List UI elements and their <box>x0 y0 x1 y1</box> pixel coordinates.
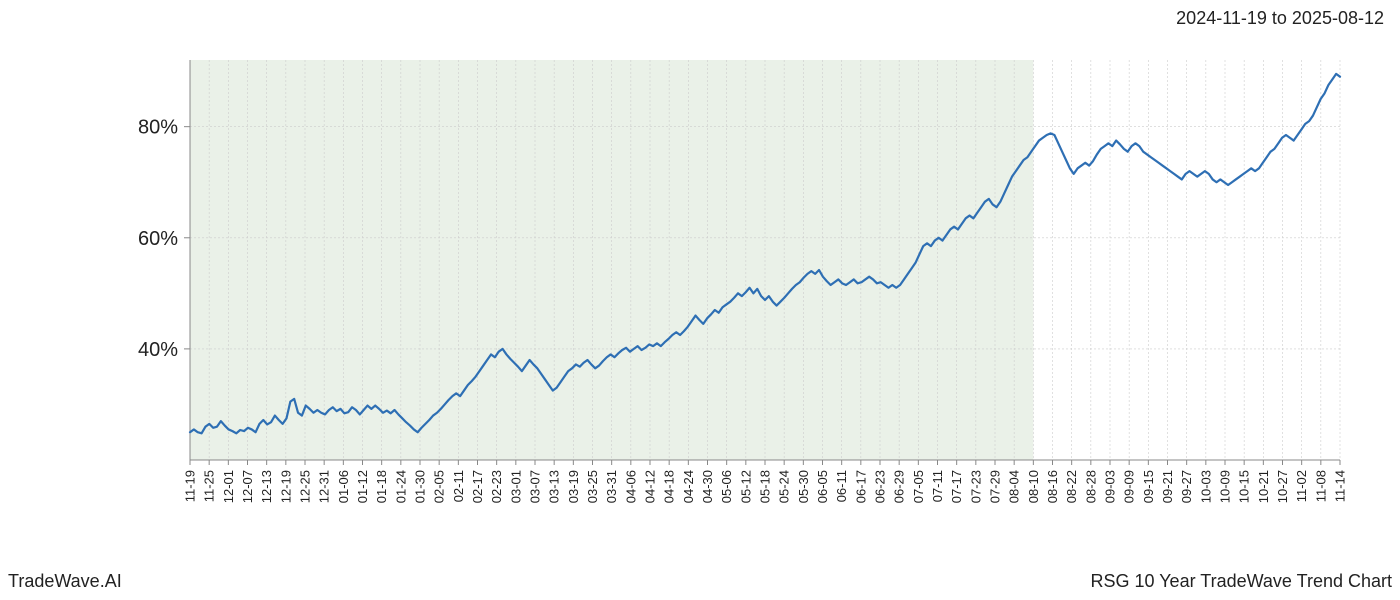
svg-text:02-23: 02-23 <box>489 470 504 503</box>
svg-text:02-17: 02-17 <box>470 470 485 503</box>
date-range: 2024-11-19 to 2025-08-12 <box>1176 8 1384 29</box>
svg-text:12-31: 12-31 <box>317 470 332 503</box>
svg-text:11-25: 11-25 <box>202 470 217 502</box>
svg-text:06-17: 06-17 <box>853 470 868 503</box>
svg-text:08-04: 08-04 <box>1007 470 1022 503</box>
svg-text:05-24: 05-24 <box>777 470 792 503</box>
svg-text:07-05: 07-05 <box>911 470 926 503</box>
svg-text:07-23: 07-23 <box>968 470 983 503</box>
svg-text:10-09: 10-09 <box>1218 470 1233 503</box>
svg-text:11-02: 11-02 <box>1294 470 1309 502</box>
svg-text:09-21: 09-21 <box>1160 470 1175 503</box>
svg-text:12-25: 12-25 <box>298 470 313 503</box>
svg-text:11-08: 11-08 <box>1313 470 1328 502</box>
svg-text:05-12: 05-12 <box>738 470 753 503</box>
svg-text:08-16: 08-16 <box>1045 470 1060 503</box>
svg-text:08-28: 08-28 <box>1083 470 1098 503</box>
svg-text:09-15: 09-15 <box>1141 470 1156 503</box>
svg-text:03-01: 03-01 <box>508 470 523 503</box>
svg-text:11-14: 11-14 <box>1333 470 1348 502</box>
svg-text:10-21: 10-21 <box>1256 470 1271 503</box>
svg-text:06-23: 06-23 <box>873 470 888 503</box>
svg-text:01-30: 01-30 <box>413 470 428 503</box>
svg-text:12-07: 12-07 <box>240 470 255 503</box>
svg-text:12-19: 12-19 <box>278 470 293 503</box>
svg-text:06-05: 06-05 <box>815 470 830 503</box>
svg-text:40%: 40% <box>138 339 178 361</box>
svg-text:12-01: 12-01 <box>221 470 236 503</box>
svg-text:07-11: 07-11 <box>930 470 945 502</box>
svg-text:11-19: 11-19 <box>183 470 198 502</box>
svg-text:01-12: 01-12 <box>355 470 370 503</box>
svg-text:10-03: 10-03 <box>1198 470 1213 503</box>
svg-text:02-11: 02-11 <box>451 470 466 502</box>
svg-text:04-30: 04-30 <box>700 470 715 503</box>
svg-text:04-06: 04-06 <box>623 470 638 503</box>
trend-chart-svg: 40% 60% 80% 11-19 11-25 12-01 12-07 12-13 12-19 1… <box>0 50 1400 540</box>
svg-text:03-31: 03-31 <box>604 470 619 503</box>
svg-text:04-12: 04-12 <box>643 470 658 503</box>
svg-text:06-11: 06-11 <box>834 470 849 502</box>
svg-text:80%: 80% <box>138 117 178 139</box>
svg-text:09-09: 09-09 <box>1122 470 1137 503</box>
svg-text:60%: 60% <box>138 228 178 250</box>
svg-text:07-17: 07-17 <box>949 470 964 503</box>
svg-text:10-27: 10-27 <box>1275 470 1290 503</box>
svg-text:01-06: 01-06 <box>336 470 351 503</box>
brand-label: TradeWave.AI <box>8 571 122 592</box>
svg-text:03-25: 03-25 <box>585 470 600 503</box>
svg-text:10-15: 10-15 <box>1237 470 1252 503</box>
svg-text:01-18: 01-18 <box>374 470 389 503</box>
svg-text:12-13: 12-13 <box>259 470 274 503</box>
svg-text:04-18: 04-18 <box>662 470 677 503</box>
svg-text:09-27: 09-27 <box>1179 470 1194 503</box>
svg-text:07-29: 07-29 <box>988 470 1003 503</box>
svg-text:02-05: 02-05 <box>432 470 447 503</box>
chart-area: 40% 60% 80% 11-19 11-25 12-01 12-07 12-13 12-19 1… <box>0 50 1400 540</box>
svg-text:06-29: 06-29 <box>892 470 907 503</box>
svg-text:04-24: 04-24 <box>681 470 696 503</box>
svg-text:03-19: 03-19 <box>566 470 581 503</box>
svg-text:05-06: 05-06 <box>719 470 734 503</box>
chart-title: RSG 10 Year TradeWave Trend Chart <box>1091 571 1393 592</box>
svg-text:08-22: 08-22 <box>1064 470 1079 503</box>
svg-text:03-13: 03-13 <box>547 470 562 503</box>
svg-text:09-03: 09-03 <box>1103 470 1118 503</box>
svg-text:05-30: 05-30 <box>796 470 811 503</box>
svg-text:01-24: 01-24 <box>393 470 408 503</box>
svg-text:03-07: 03-07 <box>528 470 543 503</box>
svg-text:05-18: 05-18 <box>758 470 773 503</box>
svg-text:08-10: 08-10 <box>1026 470 1041 503</box>
